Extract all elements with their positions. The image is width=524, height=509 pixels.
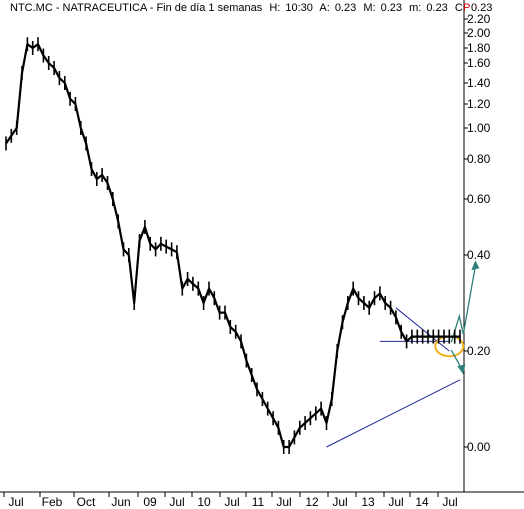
x-tick-label: 11 [252,495,265,509]
flag-p-glyph: P [463,2,470,14]
x-tick-label: Jul [8,495,23,509]
y-tick-label: 0.20 [467,344,491,358]
bullish-projection-arrow-head [471,260,480,271]
flag-dot-glyph: · [474,2,478,14]
x-tick-label: Jun [111,495,130,509]
x-tick-label: Jul [442,495,457,509]
price-line [5,43,460,449]
x-tick-label: 14 [415,495,429,509]
y-tick-label: 2.00 [467,26,491,40]
x-tick-labels: Jul Feb Oct Jun 09 Jul 10 Jul 11 Jul 12 Jul 13 Jul 14 J… [3,492,458,509]
y-tick-label: 1.80 [467,41,491,55]
x-tick-label: 10 [197,495,211,509]
y-tick-labels: 2.202.001.801.60 1.40 1.20 1.00 0.80 0.60 0.40… [464,12,491,454]
wedge-trendline [395,307,450,352]
readout-m-value: 0.23 [381,2,402,14]
readout-c-label: C: [455,2,466,14]
y-tick-label: 2.20 [467,12,491,26]
y-tick-label: 0.00 [467,440,491,454]
x-tick-label: Jul [388,495,403,509]
x-tick-label: Jul [332,495,347,509]
chart-title: NTC.MC - NATRACEUTICA - Fin de día 1 sem… [10,2,492,14]
readout-h-label: H: [269,2,280,14]
chart-title-text: NTC.MC - NATRACEUTICA - Fin de día 1 sem… [10,2,263,14]
readout-a-value: 0.23 [335,2,356,14]
x-tick-label: 12 [305,495,319,509]
y-tick-label: 0.40 [467,248,491,262]
x-tick-label: Jul [276,495,291,509]
readout-h-value: 10:30 [285,2,313,14]
y-tick-label: 1.00 [467,121,491,135]
x-tick-label: 09 [143,495,157,509]
bearish-projection-arrow [450,349,462,369]
y-tick-label: 1.60 [467,56,491,70]
x-tick-label: 13 [361,495,375,509]
support-trendline [326,379,461,448]
readout-c-value: 0.23 [471,2,492,14]
readout-min-label: m: [409,2,421,14]
bullish-projection-arrow [450,266,476,343]
x-tick-label: Jul [224,495,239,509]
readout-a-label: A: [319,2,329,14]
x-tick-label: Jul [169,495,184,509]
y-tick-label: 0.60 [467,192,491,206]
readout-min-value: 0.23 [426,2,447,14]
price-series [5,37,461,454]
y-tick-label: 1.20 [467,97,491,111]
bearish-projection-arrow-head [457,364,466,375]
readout-m-label: M: [363,2,375,14]
y-tick-label: 0.80 [467,152,491,166]
y-tick-label: 1.40 [467,76,491,90]
x-tick-label: Feb [42,495,63,509]
x-tick-label: Oct [77,495,96,509]
